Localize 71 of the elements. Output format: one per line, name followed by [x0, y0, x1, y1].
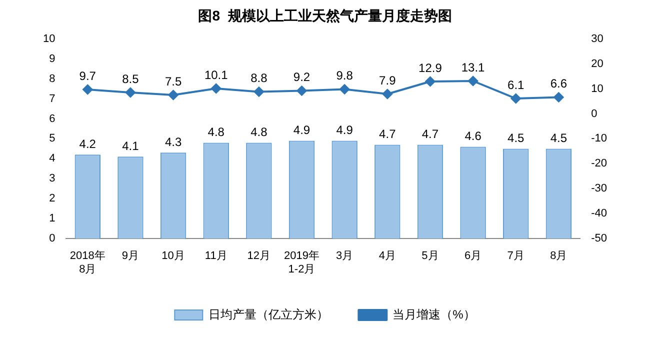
point	[340, 84, 350, 94]
y2-tick-label: 20	[591, 58, 604, 70]
y2-tick-label: -20	[591, 158, 608, 170]
y-tick-label: 9	[49, 52, 56, 65]
x-tick-label: 2019年 1-2月	[284, 250, 320, 276]
point	[125, 87, 136, 98]
y2-tick-label: -50	[591, 232, 608, 245]
y-tick-label: 6	[49, 112, 56, 125]
y-tick-label: 8	[49, 72, 56, 85]
data-label: 4.8	[250, 125, 268, 140]
y-tick-label: 5	[49, 132, 56, 145]
point	[382, 88, 392, 99]
y2-tick-label: -10	[591, 132, 608, 145]
data-label: 4.9	[293, 123, 310, 138]
point	[554, 92, 564, 102]
data-label: 4.5	[550, 131, 568, 146]
point	[468, 76, 478, 86]
y-tick-label: 3	[49, 172, 56, 185]
data-label: 13.1	[461, 60, 486, 74]
x-tick-label: 12月	[247, 250, 271, 262]
y2-tick-label: 0	[591, 108, 598, 120]
y-tick-label: 0	[49, 232, 56, 245]
point	[82, 84, 93, 94]
x-tick-label: 11月	[204, 250, 228, 262]
x-tick-label: 6月	[464, 250, 482, 262]
x-tick-label: 5月	[422, 250, 439, 262]
data-label: 7.9	[379, 73, 396, 88]
point	[168, 90, 178, 100]
y2-tick-label: -30	[591, 182, 608, 195]
data-label: 7.5	[164, 74, 182, 88]
y-tick-label: 10	[42, 32, 56, 45]
point	[296, 86, 307, 96]
y-tick-label: 7	[49, 92, 56, 105]
data-label: 4.8	[208, 125, 225, 140]
data-label: 4.7	[422, 127, 439, 142]
data-label: 4.9	[336, 123, 354, 138]
data-label: 9.8	[336, 68, 354, 83]
data-label: 4.3	[164, 135, 182, 149]
y-tick-label: 2	[49, 192, 56, 205]
data-label: 8.8	[250, 71, 268, 86]
y-tick-label: 1	[49, 212, 56, 225]
chart-title: 图8 规模以上工业天然气产量月度走势图	[198, 7, 452, 24]
x-tick-label: 3月	[336, 250, 354, 262]
data-label: 8.5	[122, 72, 140, 86]
legend-label: 日均产量（亿立方米）	[208, 307, 329, 322]
point	[254, 86, 264, 97]
y2-tick-label: 30	[591, 32, 604, 45]
data-label: 4.7	[379, 127, 396, 142]
data-label: 9.7	[79, 68, 96, 83]
point	[510, 93, 521, 104]
data-label: 4.1	[122, 138, 140, 153]
x-tick-label: 7月	[507, 250, 524, 262]
y2-tick-label: 10	[591, 82, 604, 95]
data-label: 4.2	[79, 136, 96, 151]
data-label: 12.9	[418, 60, 442, 75]
x-tick-label: 4月	[378, 250, 396, 262]
x-tick-label: 8月	[550, 250, 568, 262]
data-label: 4.6	[464, 129, 482, 144]
x-tick-label: 2018年 8月	[70, 250, 106, 276]
x-tick-label: 9月	[122, 250, 140, 262]
legend-label: 当月增速（%）	[392, 307, 476, 322]
data-label: 10.1	[204, 68, 228, 82]
data-label: 9.2	[293, 70, 310, 84]
data-label: 6.1	[508, 78, 525, 92]
point	[425, 76, 436, 87]
y-tick-label: 4	[49, 152, 56, 165]
y2-tick-label: -40	[591, 208, 608, 220]
data-label: 6.6	[550, 76, 568, 91]
point	[211, 84, 222, 94]
data-label: 4.5	[508, 131, 525, 146]
x-tick-label: 10月	[162, 250, 185, 262]
